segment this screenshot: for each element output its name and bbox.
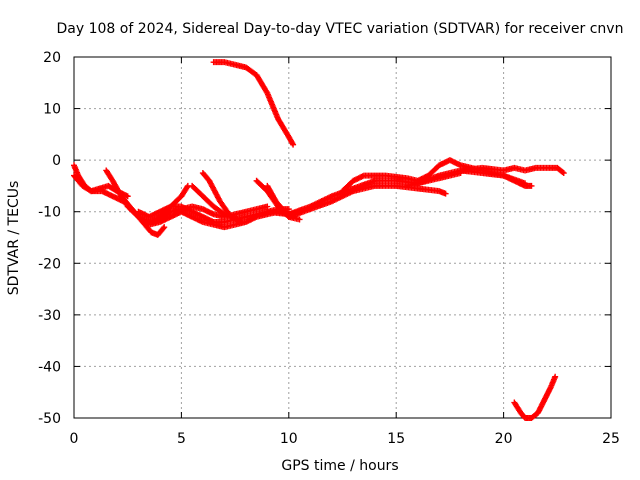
- series-group: [71, 59, 567, 421]
- ticks: 0 5 10 15 20 25 20 10 0 -10 -20 -30 -40 -50: [38, 50, 620, 447]
- data-point: [161, 224, 168, 231]
- plot-frame: [73, 56, 612, 419]
- series-arc-17: [511, 373, 559, 421]
- y-tick-label: -40: [38, 359, 61, 375]
- data-point: [166, 209, 173, 216]
- chart-title: Day 108 of 2024, Sidereal Day-to-day VTE…: [57, 21, 624, 37]
- x-tick-label: 0: [70, 431, 79, 447]
- y-axis-label: SDTVAR / TECUs: [6, 181, 22, 296]
- y-tick-label: 20: [43, 50, 61, 66]
- data-point: [184, 184, 191, 191]
- data-point: [552, 373, 559, 380]
- data-point: [442, 190, 449, 197]
- series-arc-6: [152, 203, 271, 226]
- y-tick-label: 0: [52, 153, 61, 169]
- data-point: [160, 225, 167, 232]
- data-point: [264, 203, 271, 210]
- x-tick-label: 15: [387, 431, 405, 447]
- data-point: [290, 141, 297, 148]
- y-tick-label: -20: [38, 256, 61, 272]
- data-point: [296, 216, 303, 223]
- x-tick-label: 20: [495, 431, 513, 447]
- data-point: [528, 182, 535, 189]
- data-point: [559, 169, 566, 176]
- y-tick-label: 10: [43, 102, 61, 118]
- series-arc-15: [457, 167, 535, 189]
- y-tick-label: -10: [38, 205, 61, 221]
- grid: [74, 57, 611, 418]
- x-tick-label: 10: [280, 431, 298, 447]
- series-arc-8: [199, 170, 245, 226]
- y-tick-label: -50: [38, 411, 61, 427]
- data-point: [238, 219, 245, 226]
- y-tick-label: -30: [38, 308, 61, 324]
- x-tick-label: 5: [177, 431, 186, 447]
- x-axis-label: GPS time / hours: [281, 458, 398, 474]
- data-point: [124, 193, 131, 200]
- series-arc-7: [189, 182, 239, 220]
- x-tick-label: 25: [602, 431, 620, 447]
- data-point: [86, 187, 93, 194]
- data-point: [560, 170, 567, 177]
- data-point: [289, 140, 296, 147]
- series-arc-16: [210, 59, 297, 148]
